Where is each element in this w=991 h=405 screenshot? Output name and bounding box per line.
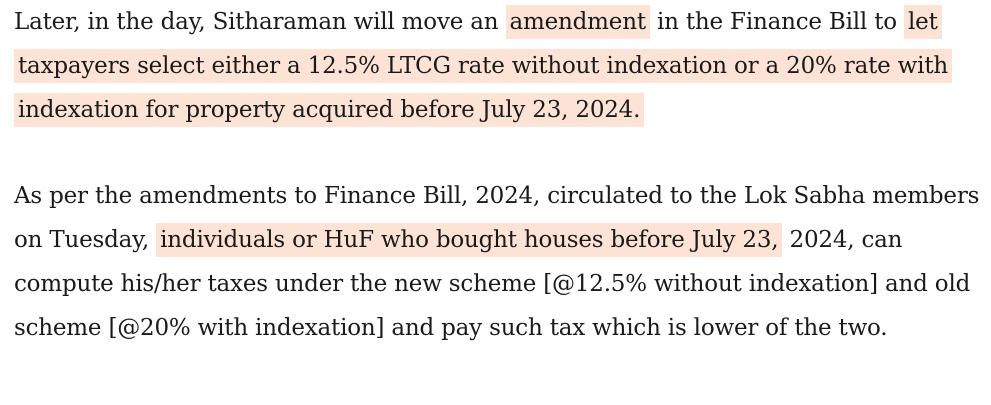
- paragraph-2-text-end: 2024, can compute his/her taxes under th…: [14, 227, 971, 341]
- paragraph-1-text-middle: in the Finance Bill to: [657, 9, 897, 35]
- highlight-individuals-huf: individuals or HuF who bought houses bef…: [156, 223, 783, 257]
- paragraph-2-text-start: As per the amendments to Finance Bill, 2…: [14, 183, 980, 253]
- paragraph-2: As per the amendments to Finance Bill, 2…: [14, 174, 984, 350]
- paragraph-1: Later, in the day, Sitharaman will move …: [14, 0, 984, 132]
- article-body: Later, in the day, Sitharaman will move …: [14, 0, 984, 350]
- paragraph-1-text-start: Later, in the day, Sitharaman will move …: [14, 9, 499, 35]
- highlight-amendment: amendment: [505, 5, 650, 39]
